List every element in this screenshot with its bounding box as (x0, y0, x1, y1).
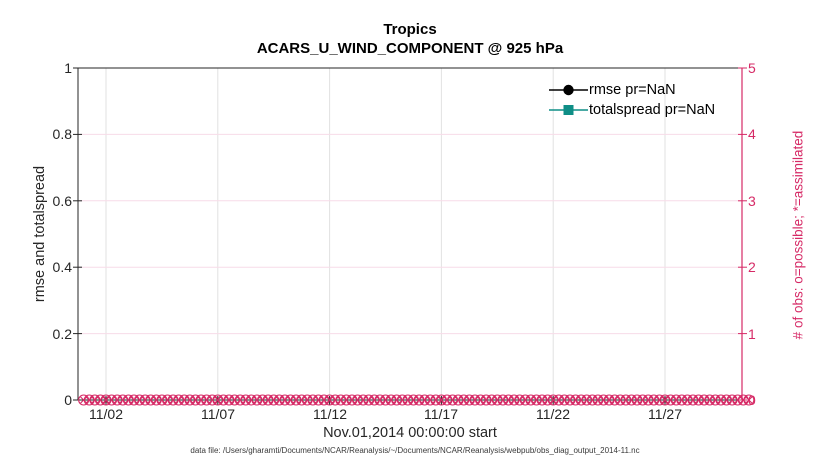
y-left-tick-0: 0 (64, 392, 72, 408)
y-right-tick-3: 3 (748, 193, 756, 209)
x-tick-1112: 11/12 (313, 406, 347, 422)
grid-lines (78, 68, 742, 400)
y-left-axis-label: rmse and totalspread (32, 165, 48, 303)
y-right-tick-2: 2 (748, 259, 756, 275)
y-left-tick-06: 0.6 (52, 193, 72, 209)
plot-title: Tropics (383, 21, 437, 38)
y-left-tick-02: 0.2 (52, 326, 72, 342)
y-left-tick-08: 0.8 (52, 126, 72, 142)
y-right-tick-5: 5 (748, 60, 756, 76)
legend-label-totalspread: totalspread pr=NaN (589, 102, 716, 118)
x-tick-1127: 11/27 (648, 406, 682, 422)
legend-label-rmse: rmse pr=NaN (589, 82, 676, 98)
y-right-tick-1: 1 (748, 326, 756, 342)
y-right-tick-4: 4 (748, 126, 756, 142)
x-axis-label: Nov.01,2014 00:00:00 start (323, 425, 497, 441)
legend-swatches (549, 84, 588, 115)
data-file-caption: data file: /Users/gharamti/Documents/NCA… (190, 446, 640, 455)
y-left-tick-04: 0.4 (52, 259, 72, 275)
x-tick-1107: 11/07 (201, 406, 235, 422)
obs-markers-band (78, 394, 755, 406)
x-tick-1102: 11/02 (89, 406, 123, 422)
plot-subtitle: ACARS_U_WIND_COMPONENT @ 925 hPa (256, 40, 564, 57)
y-right-tick-0: 0 (748, 392, 756, 408)
x-tick-1122: 11/22 (536, 406, 570, 422)
y-left-tick-1: 1 (64, 60, 72, 76)
x-tick-1117: 11/17 (424, 406, 458, 422)
y-right-axis-label: # of obs: o=possible; *=assimilated (790, 130, 806, 340)
